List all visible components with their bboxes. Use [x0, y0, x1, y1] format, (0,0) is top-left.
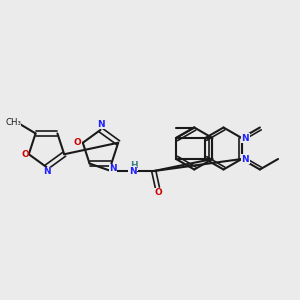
Text: N: N	[242, 154, 249, 164]
Text: N: N	[129, 167, 136, 176]
Text: N: N	[242, 134, 249, 142]
Text: O: O	[154, 188, 162, 197]
Text: O: O	[74, 138, 81, 147]
Text: CH₃: CH₃	[5, 118, 21, 127]
Text: O: O	[21, 150, 29, 159]
Text: N: N	[97, 120, 104, 129]
Text: H: H	[130, 161, 137, 170]
Text: N: N	[43, 167, 50, 176]
Text: N: N	[109, 164, 117, 173]
